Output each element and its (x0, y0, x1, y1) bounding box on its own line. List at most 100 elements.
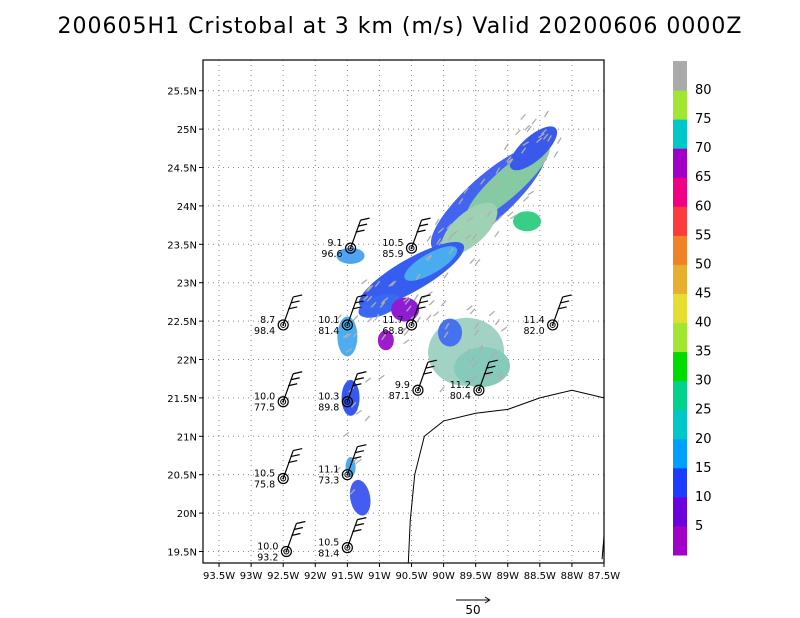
wind-arrow (496, 215, 503, 222)
station-speed: 10.5 (382, 238, 403, 249)
wind-arrow (458, 198, 464, 205)
station-ring-inner (549, 321, 556, 328)
map-frame (202, 59, 605, 564)
wind-arrow (349, 488, 356, 495)
wind-arrow (506, 156, 512, 163)
wind-arrow (508, 158, 514, 165)
wind-arrow (365, 285, 371, 293)
wind-arrow (406, 305, 412, 312)
wind-arrow (362, 295, 369, 302)
wind-arrow (345, 348, 352, 354)
colorbar-label: 55 (695, 228, 712, 243)
colorbar-segment (673, 380, 687, 411)
wind-barb-flag (288, 383, 298, 387)
station-direction: 82.0 (524, 326, 545, 337)
plot-title: 200605H1 Cristobal at 3 km (m/s) Valid 2… (57, 14, 743, 39)
wind-arrow (360, 279, 368, 285)
colorbar-segment (673, 264, 687, 294)
wind-arrow (542, 133, 549, 140)
colorbar-segment (673, 90, 687, 120)
wind-arrow (336, 314, 342, 321)
wind-barb-flag (288, 306, 298, 310)
station-speed: 11.4 (524, 315, 545, 326)
wind-arrow (538, 133, 545, 139)
wind-arrow (374, 280, 381, 288)
wind-arrow (494, 230, 500, 238)
wind-barb-staff (282, 373, 294, 402)
station-ring (473, 384, 485, 396)
wind-barb-flag (427, 359, 438, 363)
station-ring (341, 469, 353, 481)
wind-arrow (438, 239, 444, 246)
wind-arrow (500, 326, 508, 332)
wind-barb-flag (425, 365, 435, 369)
wind-arrow (527, 190, 535, 196)
station: 10.181.4 (318, 294, 367, 337)
wind-arrow (388, 281, 395, 287)
station-speed: 9.1 (327, 238, 342, 249)
wind-barb-flag (416, 229, 426, 233)
wind-arrow (342, 431, 350, 438)
wind-barb-flag (293, 371, 303, 375)
wind-barb-flag (290, 453, 300, 458)
wind-arrow (556, 137, 562, 144)
station-ring (277, 472, 289, 485)
wind-arrow (374, 314, 380, 321)
wind-barb-staff (346, 519, 358, 548)
wind-arrow (503, 143, 509, 151)
wind-arrow (510, 214, 517, 220)
wind-barb-flag (288, 459, 298, 464)
wind-arrow (520, 113, 526, 120)
wind-barb-flag (293, 447, 303, 452)
wind-arrow (495, 167, 501, 174)
wind-barb-flag (291, 532, 301, 537)
y-tick-label: 24N (177, 202, 197, 213)
wind-barb-staff (417, 362, 429, 391)
station-direction: 89.8 (318, 403, 339, 414)
wind-arrow (526, 125, 532, 133)
wind-barb-flag (354, 300, 364, 304)
wind-barb-staff (552, 296, 564, 326)
wind-field (334, 110, 562, 516)
colorbar-label: 25 (695, 403, 712, 418)
wind-barb-flag (293, 526, 304, 531)
colorbar-segment (673, 293, 687, 324)
wind-arrow (541, 152, 547, 160)
colorbar-label: 60 (695, 199, 712, 214)
colorbar-segment (673, 119, 687, 149)
station: 10.575.8 (254, 447, 303, 491)
wind-arrow (426, 314, 432, 321)
station-direction: 81.4 (318, 326, 339, 337)
station-direction: 85.9 (382, 249, 403, 260)
stations: 9.196.610.585.98.798.410.181.411.768.811… (254, 217, 572, 563)
wind-swath (391, 297, 420, 322)
y-tick-label: 20N (177, 509, 197, 520)
station-direction: 80.4 (450, 391, 471, 402)
wind-barb-flag (357, 223, 368, 227)
wind-barb-flag (360, 217, 370, 221)
wind-arrow (464, 234, 472, 240)
station-direction: 98.4 (254, 326, 275, 337)
wind-barb-flag (354, 450, 364, 454)
wind-arrow (496, 371, 503, 377)
wind-arrow (506, 158, 513, 164)
coastline-path (407, 389, 605, 564)
station-speed: 11.7 (382, 315, 403, 326)
wind-arrow (471, 361, 478, 368)
wind-arrow (478, 344, 484, 352)
station-speed: 9.9 (395, 380, 410, 391)
colorbar-label: 80 (695, 83, 712, 98)
wind-barb-flag (290, 300, 300, 304)
wind-barb-flag (422, 371, 433, 375)
station: 11.482.0 (524, 294, 572, 337)
colorbar-label: 50 (695, 257, 712, 272)
scale-arrow-head (484, 596, 491, 604)
wind-arrow (355, 409, 363, 415)
colorbar-segment (673, 61, 687, 91)
wind-barb-flag (357, 517, 367, 521)
wind-arrow (364, 377, 372, 383)
station-direction: 77.5 (254, 403, 275, 414)
wind-barb-staff (282, 296, 294, 326)
wind-barb-flag (357, 371, 367, 375)
x-tick-label: 92.5W (267, 571, 299, 582)
